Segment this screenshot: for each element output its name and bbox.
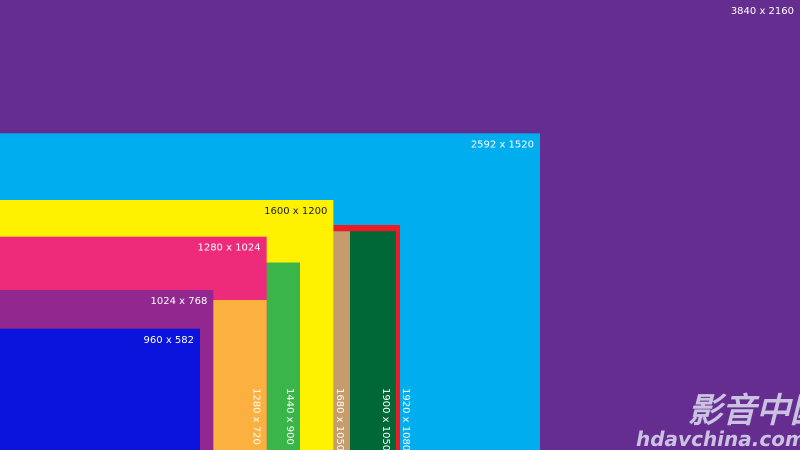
resolution-box bbox=[0, 328, 200, 450]
resolution-label: 1900 x 1050 bbox=[380, 388, 391, 450]
resolution-label: 1024 x 768 bbox=[151, 296, 208, 307]
resolution-label: 1920 x 1080 bbox=[400, 388, 411, 450]
resolution-label: 3840 x 2160 bbox=[731, 6, 794, 17]
resolution-label: 960 x 582 bbox=[144, 335, 194, 346]
watermark-title: 影音中国 bbox=[688, 391, 800, 431]
watermark-site: hdavchina.com bbox=[636, 427, 800, 450]
labels: 3840 x 2160 2592 x 1520 1920 x 1080 1900 x … bbox=[144, 6, 794, 450]
resolution-label: 1440 x 900 bbox=[284, 388, 295, 445]
resolution-label: 1680 x 1050 bbox=[334, 388, 345, 450]
resolution-label: 1600 x 1200 bbox=[264, 206, 327, 217]
resolution-label: 1280 x 1024 bbox=[197, 243, 260, 254]
resolution-label: 2592 x 1520 bbox=[471, 139, 534, 150]
resolution-label: 1280 x 720 bbox=[251, 388, 262, 445]
